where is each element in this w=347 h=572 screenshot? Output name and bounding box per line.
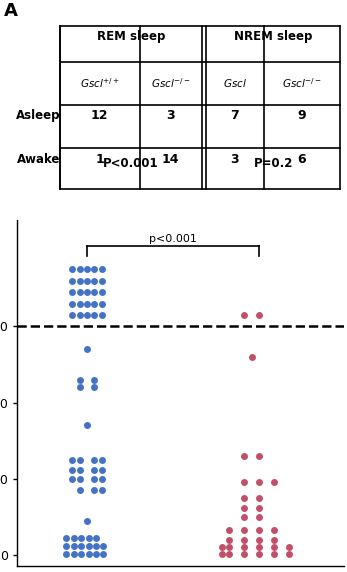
Text: Awake: Awake bbox=[17, 153, 60, 166]
Text: 1: 1 bbox=[95, 153, 104, 166]
Text: 3: 3 bbox=[230, 153, 239, 166]
Text: $Gscl^{-/-}$: $Gscl^{-/-}$ bbox=[282, 77, 322, 90]
Text: 6: 6 bbox=[298, 153, 306, 166]
Text: 12: 12 bbox=[91, 109, 109, 122]
Text: Asleep: Asleep bbox=[16, 109, 61, 122]
Text: P<0.001: P<0.001 bbox=[103, 157, 159, 169]
Text: $Gscl^{-/-}$: $Gscl^{-/-}$ bbox=[151, 77, 191, 90]
Text: p<0.001: p<0.001 bbox=[149, 234, 197, 244]
Text: 14: 14 bbox=[162, 153, 179, 166]
Text: 9: 9 bbox=[298, 109, 306, 122]
Text: $Gscl$: $Gscl$ bbox=[223, 77, 247, 89]
Text: NREM sleep: NREM sleep bbox=[234, 30, 312, 43]
Text: REM sleep: REM sleep bbox=[96, 30, 165, 43]
Text: A: A bbox=[4, 2, 18, 20]
Text: 3: 3 bbox=[166, 109, 175, 122]
Text: P=0.2: P=0.2 bbox=[253, 157, 293, 169]
Text: 7: 7 bbox=[230, 109, 239, 122]
Text: $Gscl^{+/+}$: $Gscl^{+/+}$ bbox=[80, 77, 120, 90]
